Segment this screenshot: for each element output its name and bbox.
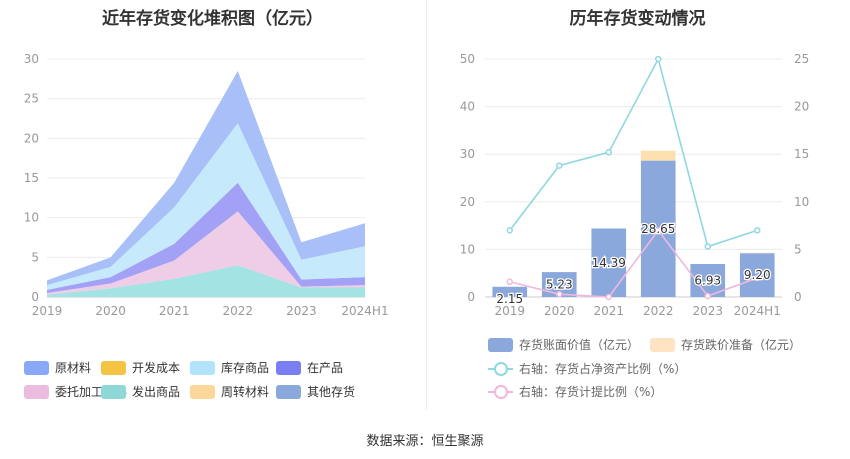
line-point [506, 278, 513, 286]
area-series [47, 265, 365, 297]
y-tick-label: 40 [460, 100, 475, 114]
line-point [704, 292, 711, 300]
y-tick-label: 0 [31, 290, 39, 304]
y-tick-label: 5 [31, 250, 39, 264]
line-point [605, 149, 612, 156]
line-point [655, 227, 662, 234]
legend-swatch [276, 360, 301, 375]
y2-tick-label: 25 [794, 52, 809, 66]
y2-tick-label: 0 [794, 290, 802, 304]
legend-label: 存货跌价准备（亿元） [681, 338, 802, 352]
bar-data-label: 6.93 [694, 274, 721, 288]
y-tick-label: 10 [24, 211, 39, 225]
legend-item[interactable]: 库存商品 [190, 359, 269, 376]
bar-data-label: 2.15 [496, 292, 523, 306]
x-tick-label: 2021 [593, 304, 624, 318]
legend-label: 右轴：存货占净资产比例（%） [519, 362, 687, 376]
area-series [47, 182, 365, 294]
legend-label: 其他存货 [307, 385, 356, 399]
line-series [509, 229, 758, 298]
y2-tick-label: 20 [794, 100, 809, 114]
line-point [605, 293, 612, 301]
x-tick-label: 2021 [159, 304, 190, 318]
bar-data-label: 5.23 [546, 278, 573, 292]
area-series [47, 211, 365, 295]
legend-swatch [190, 360, 215, 375]
line-point [704, 243, 711, 250]
x-tick-label: 2020 [95, 304, 126, 318]
x-tick-label: 2019 [32, 304, 63, 318]
x-tick-label: 2023 [286, 304, 317, 318]
legend-item[interactable]: 右轴：存货计提比例（%） [488, 383, 662, 400]
legend-item[interactable]: 存货跌价准备（亿元） [650, 336, 801, 353]
legend-label: 库存商品 [221, 361, 270, 375]
x-tick-label: 2019 [494, 304, 525, 318]
bar-line-chart: 0 10 20 30 40 50 0 5 10 15 20 25 2019 2020 2021 2022 202… [460, 52, 810, 318]
legend-line-marker [488, 384, 513, 399]
x-tick-label: 2022 [223, 304, 254, 318]
area-series [47, 123, 365, 290]
y2-tick-label: 10 [794, 195, 809, 209]
legend-swatch [650, 337, 675, 352]
data-source-note: 数据来源：恒生聚源 [366, 434, 484, 449]
legend-swatch [190, 384, 215, 399]
y-tick-label: 15 [24, 171, 39, 185]
bar-book-value [492, 286, 528, 297]
legend-swatch [488, 337, 513, 352]
legend-label: 周转材料 [221, 385, 270, 399]
legend-item[interactable]: 在产品 [276, 359, 343, 376]
legend-swatch [101, 384, 126, 399]
line-point [506, 227, 513, 234]
bar-data-label: 14.39 [592, 256, 626, 270]
bar-data-label: 9.20 [744, 268, 771, 282]
x-tick-label: 2022 [643, 304, 674, 318]
legend-item[interactable]: 其他存货 [276, 383, 355, 400]
y-tick-label: 30 [24, 52, 39, 66]
x-tick-label: 2024H1 [341, 304, 388, 318]
legend-item[interactable]: 开发成本 [101, 359, 180, 376]
x-tick-label: 2023 [692, 304, 723, 318]
y-tick-label: 20 [24, 131, 39, 145]
legend-swatch [24, 384, 49, 399]
line-point [556, 290, 563, 298]
line-point [754, 274, 761, 282]
panel-divider [426, 0, 427, 410]
legend-item[interactable]: 原材料 [24, 359, 91, 376]
left-chart-title: 近年存货变化堆积图（亿元） [102, 9, 323, 29]
bar-provision [640, 150, 676, 161]
bar-data-label: 28.65 [641, 222, 675, 236]
line-point [655, 55, 662, 63]
legend-item[interactable]: 发出商品 [101, 383, 180, 400]
legend-label: 在产品 [307, 361, 344, 375]
legend-item[interactable]: 周转材料 [190, 383, 269, 400]
legend-label: 开发成本 [132, 361, 181, 375]
y-tick-label: 30 [460, 147, 475, 161]
legend-label: 发出商品 [132, 385, 181, 399]
legend-line-marker [488, 361, 513, 376]
legend-swatch [276, 384, 301, 399]
line-point [754, 227, 761, 234]
legend-swatch [24, 360, 49, 375]
line-point [556, 162, 563, 169]
legend-label: 原材料 [55, 361, 92, 375]
y-tick-label: 25 [24, 92, 39, 106]
legend-item[interactable]: 存货账面价值（亿元） [488, 336, 639, 353]
line-series [509, 56, 758, 248]
legend-swatch [101, 360, 126, 375]
y2-tick-label: 15 [794, 147, 809, 161]
y-tick-label: 50 [460, 52, 475, 66]
y-tick-label: 20 [460, 195, 475, 209]
legend-label: 右轴：存货计提比例（%） [519, 385, 663, 399]
stacked-area-chart: 0 5 10 15 20 25 30 2019 2020 2021 2022 2023 2024H1 [24, 52, 389, 318]
legend-label: 存货账面价值（亿元） [519, 338, 640, 352]
y-tick-label: 10 [460, 242, 475, 256]
x-tick-label: 2020 [544, 304, 575, 318]
bar-book-value [591, 228, 627, 297]
right-chart-title: 历年存货变动情况 [569, 9, 706, 29]
y2-tick-label: 5 [794, 242, 802, 256]
y-tick-label: 0 [467, 290, 475, 304]
x-tick-label: 2024H1 [734, 304, 781, 318]
legend-item[interactable]: 右轴：存货占净资产比例（%） [488, 360, 686, 377]
